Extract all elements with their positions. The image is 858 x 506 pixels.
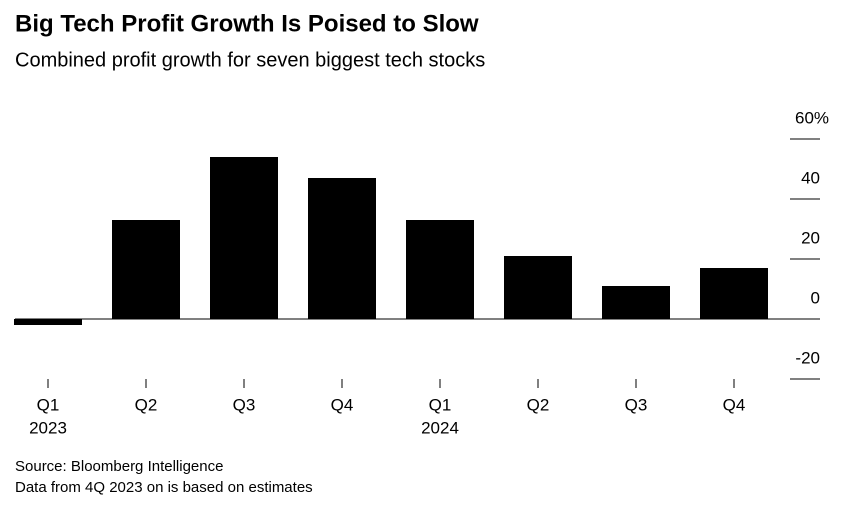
y-tick-label: 0 — [811, 288, 820, 307]
bar — [308, 178, 376, 319]
x-tick-label: Q3 — [625, 395, 648, 414]
x-tick-label: Q4 — [331, 395, 354, 414]
bar — [504, 256, 572, 319]
bar — [14, 319, 82, 325]
source: Source: Bloomberg Intelligence — [15, 458, 223, 475]
note: Data from 4Q 2023 on is based on estimat… — [15, 479, 313, 496]
bar — [602, 286, 670, 319]
y-tick-label: 20 — [801, 228, 820, 247]
x-tick-label: Q1 — [37, 395, 60, 414]
x-tick-label: Q1 — [429, 395, 452, 414]
x-tick-label: Q2 — [135, 395, 158, 414]
x-tick-label: Q2 — [527, 395, 550, 414]
bar — [700, 268, 768, 319]
bar — [112, 220, 180, 319]
y-tick-label: 40 — [801, 168, 820, 187]
chart-subtitle: Combined profit growth for seven biggest… — [15, 49, 485, 71]
bar — [406, 220, 474, 319]
x-group-label: 2024 — [421, 418, 459, 437]
x-tick-label: Q4 — [723, 395, 746, 414]
x-tick-label: Q3 — [233, 395, 256, 414]
chart-title: Big Tech Profit Growth Is Poised to Slow — [15, 10, 479, 37]
x-group-label: 2023 — [29, 418, 67, 437]
y-tick-label: 60% — [795, 108, 829, 127]
bar — [210, 157, 278, 319]
y-tick-label: -20 — [795, 348, 820, 367]
